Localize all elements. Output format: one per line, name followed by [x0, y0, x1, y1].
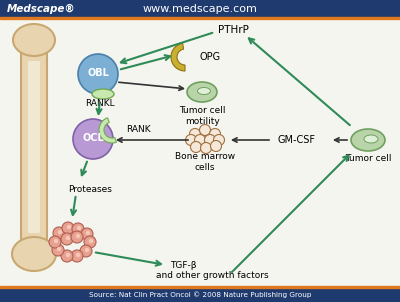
Ellipse shape	[198, 88, 210, 95]
Bar	[0, 287, 400, 302]
Circle shape	[72, 223, 84, 235]
Circle shape	[78, 54, 118, 94]
Circle shape	[190, 142, 202, 153]
Text: RANK: RANK	[126, 126, 151, 134]
Ellipse shape	[187, 82, 217, 102]
Text: OCL: OCL	[82, 133, 104, 143]
Circle shape	[54, 239, 58, 243]
Circle shape	[73, 119, 113, 159]
Circle shape	[190, 128, 200, 140]
Circle shape	[76, 253, 80, 257]
Ellipse shape	[364, 135, 378, 143]
Text: Proteases: Proteases	[68, 185, 112, 194]
Text: Source: Nat Clin Pract Oncol © 2008 Nature Publishing Group: Source: Nat Clin Pract Oncol © 2008 Natu…	[89, 292, 311, 298]
Bar	[0, 285, 400, 288]
Ellipse shape	[12, 237, 56, 271]
FancyBboxPatch shape	[21, 40, 47, 254]
Text: Tumor cell: Tumor cell	[345, 154, 391, 163]
Circle shape	[61, 233, 73, 245]
Circle shape	[76, 234, 80, 238]
Text: www.medscape.com: www.medscape.com	[142, 4, 258, 14]
Circle shape	[66, 236, 70, 240]
Circle shape	[84, 236, 96, 248]
Ellipse shape	[13, 24, 55, 56]
Text: RANKL: RANKL	[85, 99, 115, 108]
Wedge shape	[99, 118, 116, 143]
Bar	[0, 0, 400, 17]
Circle shape	[77, 226, 81, 230]
Circle shape	[66, 253, 70, 257]
Wedge shape	[171, 43, 185, 71]
Circle shape	[85, 248, 89, 252]
Circle shape	[210, 140, 222, 152]
Circle shape	[52, 244, 64, 256]
Text: PTHrP: PTHrP	[218, 25, 248, 35]
Circle shape	[204, 134, 216, 146]
Circle shape	[200, 143, 212, 153]
Circle shape	[57, 247, 61, 251]
Text: GM-CSF: GM-CSF	[277, 135, 315, 145]
Circle shape	[86, 231, 90, 235]
Circle shape	[214, 134, 224, 146]
Circle shape	[67, 225, 71, 229]
Ellipse shape	[351, 129, 385, 151]
Circle shape	[80, 245, 92, 257]
Circle shape	[53, 227, 65, 239]
Circle shape	[71, 250, 83, 262]
Circle shape	[186, 134, 196, 146]
Text: and other growth factors: and other growth factors	[156, 271, 269, 279]
Text: OBL: OBL	[87, 68, 109, 78]
FancyBboxPatch shape	[28, 61, 40, 233]
Circle shape	[71, 231, 83, 243]
Circle shape	[81, 228, 93, 240]
Circle shape	[210, 128, 220, 140]
Circle shape	[89, 239, 93, 243]
Circle shape	[49, 236, 61, 248]
Bar	[0, 17, 400, 19]
Text: Tumor cell
motility: Tumor cell motility	[179, 106, 225, 126]
Text: TGF-β: TGF-β	[170, 261, 196, 269]
Text: Bone marrow
cells: Bone marrow cells	[175, 152, 235, 172]
Text: OPG: OPG	[200, 52, 221, 62]
Text: Medscape®: Medscape®	[7, 4, 76, 14]
Circle shape	[58, 230, 62, 234]
Ellipse shape	[92, 89, 114, 99]
Circle shape	[200, 124, 210, 136]
Circle shape	[61, 250, 73, 262]
Circle shape	[194, 134, 206, 146]
Circle shape	[62, 222, 74, 234]
